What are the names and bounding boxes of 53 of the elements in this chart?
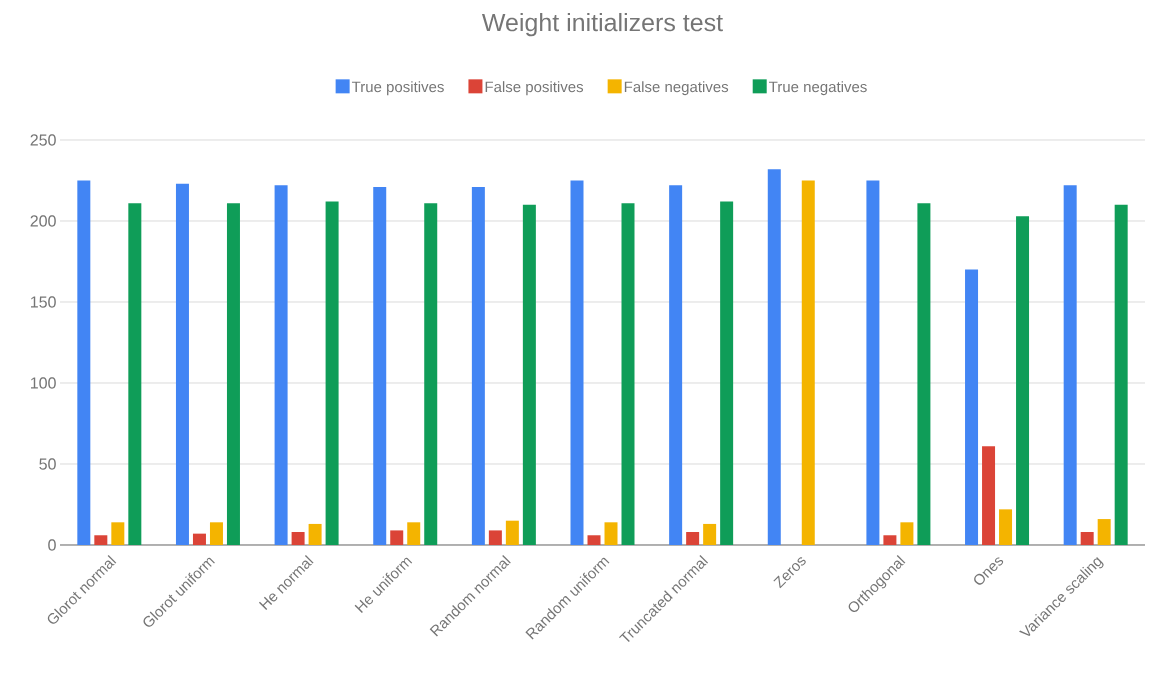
bar	[1114, 204, 1128, 545]
bar	[111, 522, 125, 545]
bar	[965, 269, 979, 545]
chart-title: Weight initializers test	[481, 12, 723, 37]
bar	[604, 522, 618, 545]
bar	[488, 530, 502, 545]
bar	[373, 186, 387, 545]
bar	[424, 203, 438, 545]
bar	[128, 203, 142, 545]
bar	[77, 180, 91, 545]
y-tick-label: 150	[31, 296, 56, 308]
bar	[226, 203, 240, 545]
legend-label: False positives	[485, 81, 584, 96]
bar	[175, 183, 189, 545]
bar	[192, 533, 206, 545]
bar	[94, 535, 108, 545]
bar	[866, 180, 880, 545]
bar	[291, 532, 305, 545]
bar	[900, 522, 914, 545]
bar	[407, 522, 421, 545]
y-tick-label: 250	[30, 134, 56, 146]
bar	[999, 509, 1013, 545]
bar	[1080, 532, 1094, 545]
bar	[522, 204, 536, 545]
legend-label: True negatives	[769, 81, 867, 96]
bar	[587, 535, 601, 545]
bar	[505, 520, 519, 545]
y-tick-label: 200	[30, 215, 56, 227]
bar	[767, 169, 781, 545]
bar	[471, 186, 485, 545]
y-tick-label: 100	[31, 377, 56, 389]
bar	[209, 522, 223, 545]
bar	[1016, 216, 1030, 545]
bar	[274, 185, 288, 545]
y-tick-label: 50	[39, 458, 56, 470]
bar	[570, 180, 584, 545]
bar	[325, 201, 339, 545]
legend-label: False negatives	[624, 81, 729, 96]
bar	[720, 201, 734, 545]
bar	[308, 523, 322, 545]
bar	[801, 180, 815, 545]
bar	[1097, 519, 1111, 545]
bar	[703, 523, 717, 545]
bar	[686, 532, 700, 545]
legend-label: True positives	[351, 81, 444, 96]
bar	[883, 535, 897, 545]
bar	[1063, 185, 1077, 545]
bar	[669, 185, 683, 545]
bar	[982, 446, 996, 545]
bar	[917, 203, 931, 545]
bar	[621, 203, 635, 545]
bar	[390, 530, 404, 545]
y-tick-label: 0	[48, 539, 56, 551]
